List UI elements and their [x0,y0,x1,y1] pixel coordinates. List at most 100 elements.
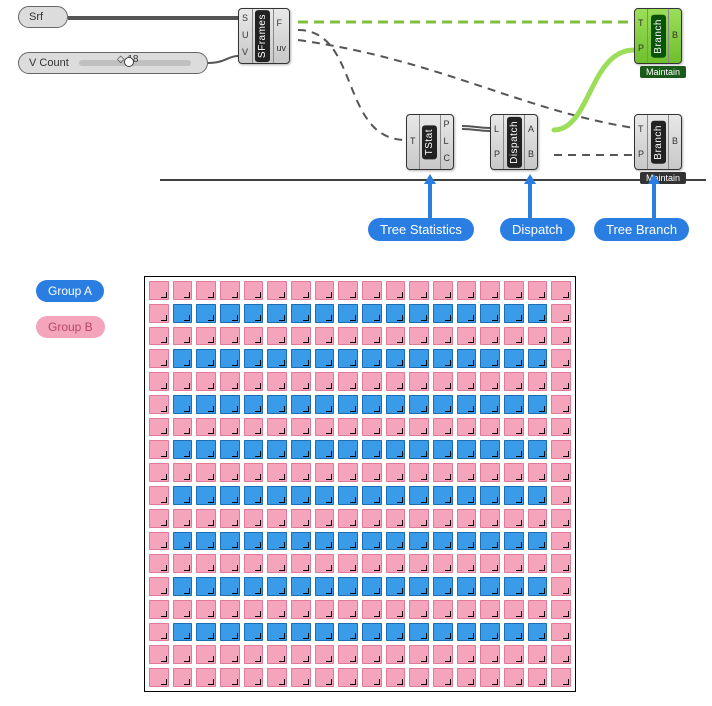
grid-cell [480,418,500,437]
grid-cell [480,327,500,346]
grid-cell [528,554,548,573]
grid-cell [386,554,406,573]
grid-cell [551,372,571,391]
grid-cell [173,645,193,664]
grid-cell [386,509,406,528]
grid-cell [220,668,240,687]
grid-cell [528,645,548,664]
grid-cell [338,509,358,528]
grid-cell [457,645,477,664]
vcount-label: V Count [29,57,69,69]
grid-cell [244,418,264,437]
grid-cell [386,372,406,391]
grid-cell [528,418,548,437]
grid-cell [551,327,571,346]
grid-cell [504,600,524,619]
grid-cell [409,349,429,368]
grid-cell [338,440,358,459]
grid-cell [386,600,406,619]
callout-branch: Tree Branch [594,218,689,241]
grid-cell [409,304,429,323]
grid-cell [315,668,335,687]
grid-cell [338,600,358,619]
grid-cell [196,623,216,642]
ports-right: P L C [440,115,454,169]
grid-cell [173,509,193,528]
canvas: Srf V Count ◇ 18 S U V SFrames F uv T TS… [0,0,712,706]
grid-cell [528,600,548,619]
branch-green-component[interactable]: T P Branch B [634,8,682,64]
grid-cell [386,623,406,642]
grid-cell [291,304,311,323]
grid-cell [528,304,548,323]
grid-cell [480,395,500,414]
grid-cell [196,577,216,596]
ports-right: B [668,115,681,169]
grid-cell [315,532,335,551]
grid-cell [528,327,548,346]
grid-cell [386,281,406,300]
port-p: P [494,149,500,161]
grid-cell [386,577,406,596]
grid-cell [220,327,240,346]
grid-cell [291,418,311,437]
grid-cell [551,623,571,642]
grid-cell [362,600,382,619]
grid-cell [220,486,240,505]
grid-cell [457,395,477,414]
grid-cell [338,577,358,596]
grid-cell [196,440,216,459]
grid-cell [528,349,548,368]
vcount-slider[interactable]: V Count ◇ 18 [18,52,208,74]
grid-cell [196,395,216,414]
grid-cell [433,418,453,437]
sframes-component[interactable]: S U V SFrames F uv [238,8,290,64]
component-name: SFrames [255,10,270,62]
grid-cell [433,600,453,619]
grid-cell [409,440,429,459]
grid-cell [504,486,524,505]
grid-cell [457,327,477,346]
dispatch-component[interactable]: L P Dispatch A B [490,114,538,170]
grid-cell [149,668,169,687]
grid-cell [220,600,240,619]
component-name: Branch [651,15,666,58]
grid-cell [244,395,264,414]
callout-dispatch: Dispatch [500,218,575,241]
grid-cell [457,577,477,596]
branch-gray-component[interactable]: T P Branch B [634,114,682,170]
port-t: T [410,136,416,148]
grid-cell [315,349,335,368]
grid-cell [528,372,548,391]
grid-cell [433,372,453,391]
grid-cell [362,440,382,459]
grid-cell [315,600,335,619]
grid-cell [457,372,477,391]
grid-cell [551,304,571,323]
slider-handle[interactable] [124,57,134,67]
grid-cell [149,486,169,505]
grid-cell [504,281,524,300]
tstat-component[interactable]: T TStat P L C [406,114,454,170]
grid-cell [149,554,169,573]
grid-cell [528,532,548,551]
grid-cell [362,372,382,391]
grid-cell [362,532,382,551]
grid-cell [315,509,335,528]
grid-cell [315,418,335,437]
ports-left: S U V [239,9,253,63]
grid-cell [244,304,264,323]
grid-cell [291,327,311,346]
grid-cell [315,486,335,505]
grid-cell [315,327,335,346]
grid-cell [409,668,429,687]
ports-left: L P [491,115,504,169]
component-core: Dispatch [504,115,524,169]
grid-cell [149,304,169,323]
grid-cell [551,645,571,664]
srf-param[interactable]: Srf [18,6,68,28]
grid-cell [457,418,477,437]
grid-cell [244,645,264,664]
grid-cell [480,372,500,391]
grid-cell [244,486,264,505]
